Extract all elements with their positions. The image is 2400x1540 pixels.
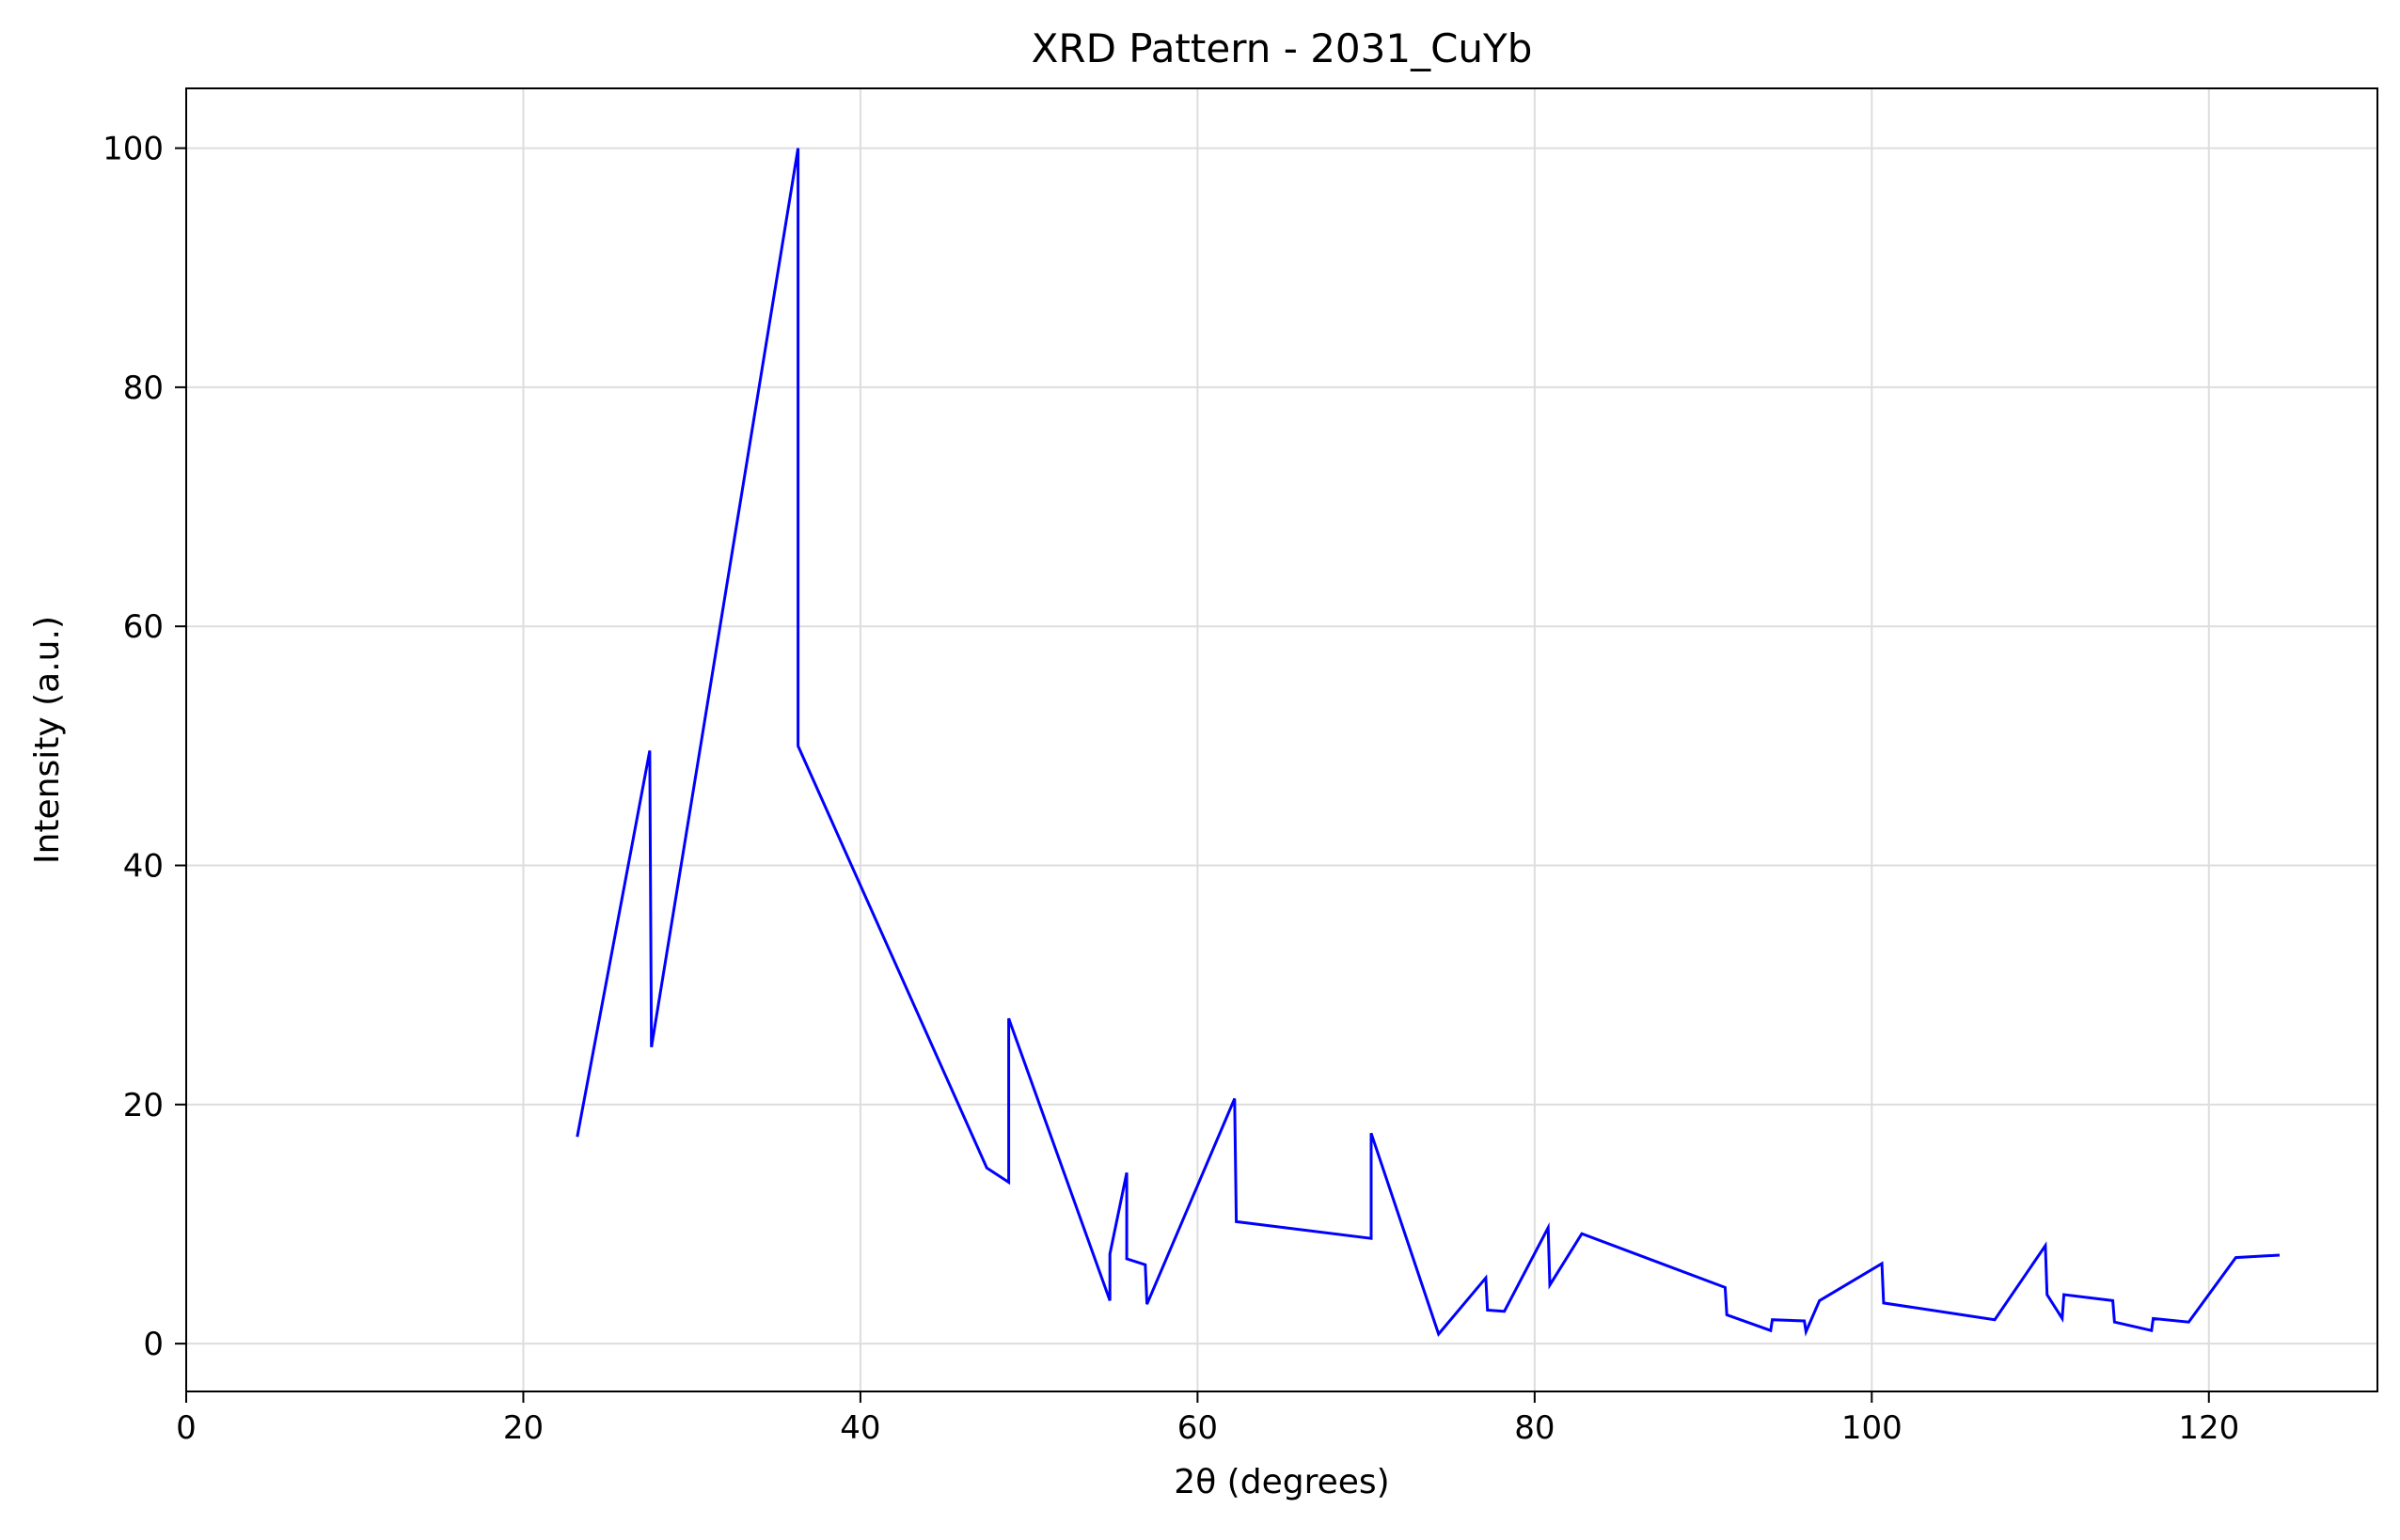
- x-tick-label: 120: [2178, 1409, 2239, 1447]
- y-tick-label: 20: [123, 1087, 164, 1124]
- y-tick-label: 0: [143, 1326, 164, 1363]
- y-tick-label: 60: [123, 608, 164, 646]
- plot-area: [576, 148, 2281, 1338]
- x-tick-label: 20: [503, 1409, 544, 1447]
- x-axis-label: 2θ (degrees): [1174, 1463, 1389, 1501]
- x-tick-label: 40: [840, 1409, 880, 1447]
- axes-frame: [185, 87, 2378, 1392]
- axis-ticks: 0 20 40 60 80 100 120 0 20 40 60 80 100: [103, 131, 2239, 1447]
- x-tick-label: 100: [1841, 1409, 1903, 1447]
- y-tick-label: 40: [123, 848, 164, 886]
- x-tick-label: 0: [176, 1409, 197, 1447]
- x-tick-label: 60: [1177, 1409, 1218, 1447]
- y-axis-label: Intensity (a.u.): [28, 616, 67, 864]
- grid-lines: [185, 88, 2377, 1391]
- y-tick-label: 100: [103, 131, 164, 168]
- series-line: [576, 148, 2281, 1338]
- y-tick-label: 80: [123, 369, 164, 407]
- chart-title: XRD Pattern - 2031_CuYb: [1032, 25, 1533, 71]
- x-tick-label: 80: [1514, 1409, 1555, 1447]
